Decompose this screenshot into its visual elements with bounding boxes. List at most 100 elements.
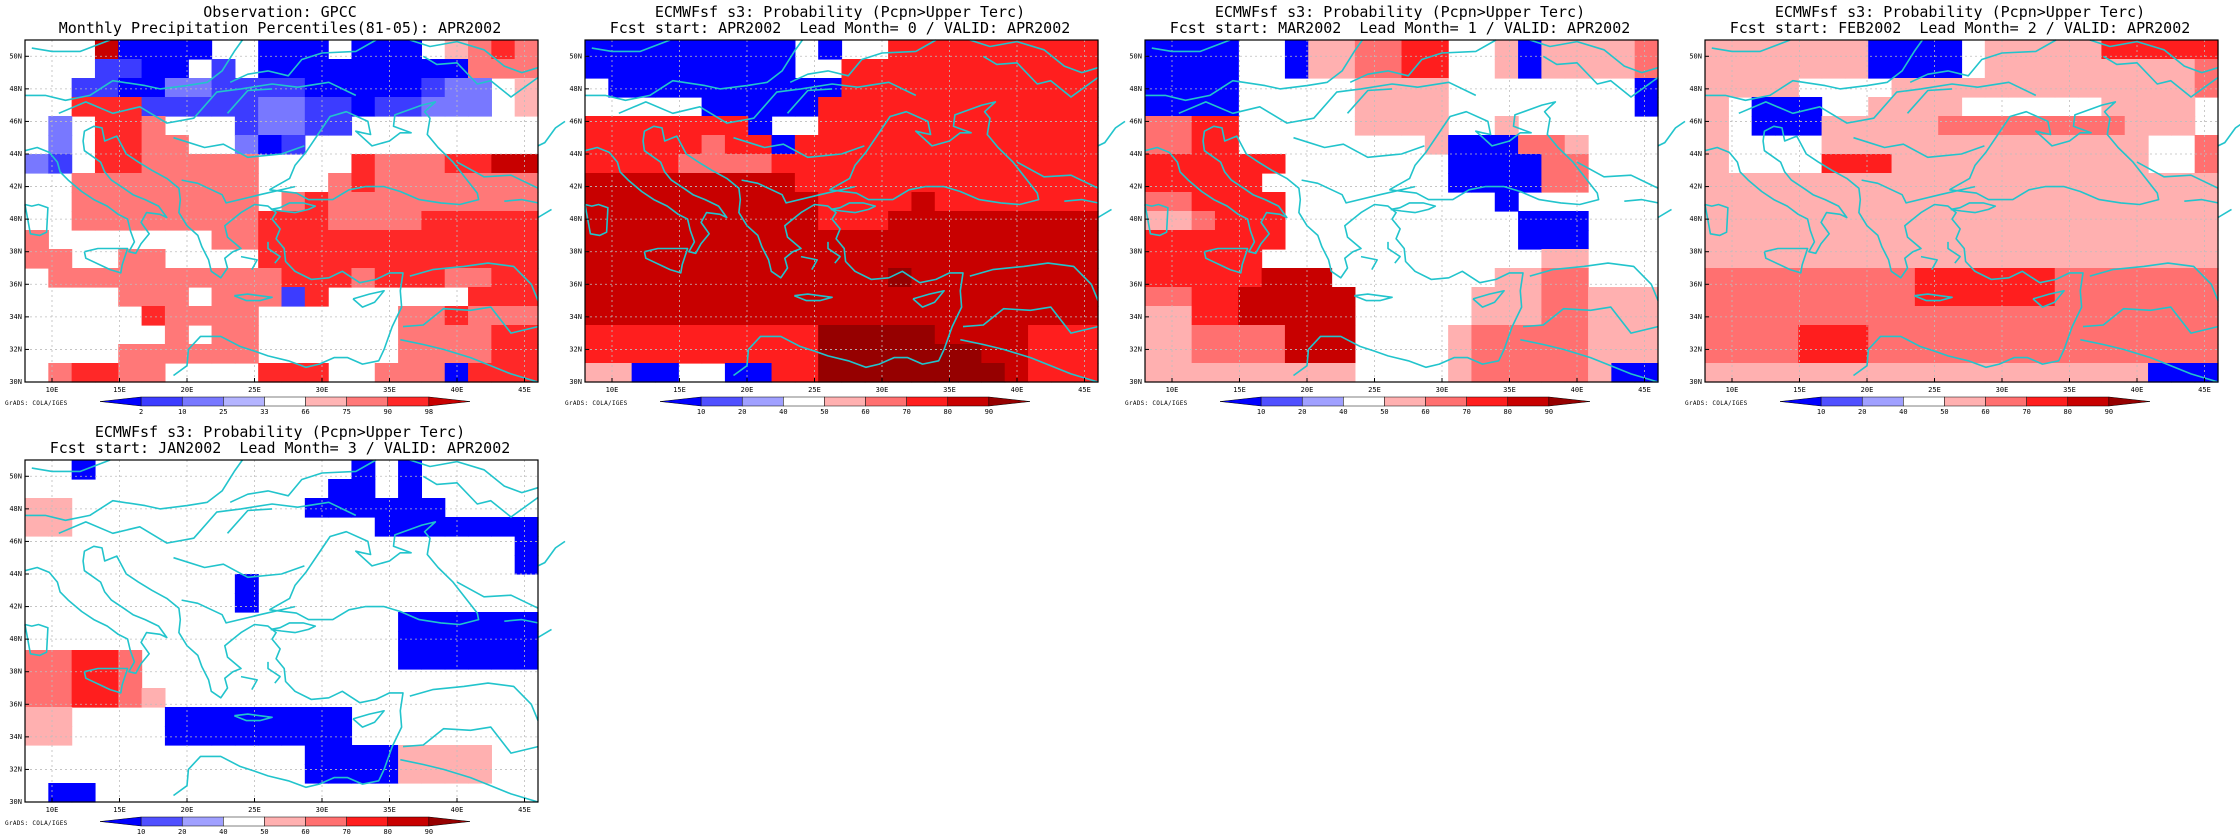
grid-cell <box>351 764 376 784</box>
grid-cell <box>818 78 843 98</box>
grid-cell <box>678 40 703 60</box>
grid-cell <box>1494 344 1519 364</box>
grid-cell <box>1564 249 1589 269</box>
grid-cell <box>421 173 446 193</box>
grid-cell <box>118 97 143 117</box>
grid-cell <box>841 192 866 212</box>
grid-cell <box>164 78 189 98</box>
grid-cell <box>2124 40 2149 60</box>
grid-cell <box>1308 325 1333 345</box>
grid-cell <box>1705 97 1729 117</box>
grid-cell <box>1868 135 1893 155</box>
grid-cell <box>1214 363 1239 383</box>
grid-cell <box>1634 78 1659 98</box>
grid-cell <box>2054 230 2079 250</box>
grid-cell <box>1518 230 1543 250</box>
grid-cell <box>1774 116 1799 136</box>
grid-cell <box>1331 344 1356 364</box>
grid-cell <box>678 59 703 79</box>
coastline <box>1064 198 1099 204</box>
grid-cell <box>2171 116 2196 136</box>
grid-cell <box>1891 40 1916 60</box>
grid-cell <box>2008 249 2033 269</box>
grid-cell <box>304 116 329 136</box>
grid-cell <box>1868 97 1893 117</box>
grid-cell <box>351 211 376 231</box>
grid-cell <box>608 211 633 231</box>
grid-cell <box>304 59 329 79</box>
grid-cell <box>1891 344 1916 364</box>
grid-cell <box>374 764 399 784</box>
color-bar-bin <box>140 396 183 407</box>
grid-cell <box>398 211 423 231</box>
grid-cell <box>1004 78 1029 98</box>
y-tick-label: 42N <box>9 603 22 611</box>
grads-credit: GrADS: COLA/IGES <box>1685 400 1748 407</box>
grid-cell <box>25 688 49 708</box>
grid-cell <box>1798 116 1823 136</box>
color-bar-label: 70 <box>2022 408 2030 416</box>
grid-cell <box>1541 268 1566 288</box>
grid-cell <box>1984 59 2009 79</box>
grid-cell <box>1844 325 1869 345</box>
grid-cell <box>1541 287 1566 307</box>
grid-cell <box>188 211 213 231</box>
grid-cell <box>281 726 306 746</box>
grid-cell <box>398 192 423 212</box>
grid-cell <box>444 745 469 765</box>
grid-cell <box>678 78 703 98</box>
grid-cell <box>2101 211 2126 231</box>
grid-cell <box>724 97 749 117</box>
grid-cell <box>2008 211 2033 231</box>
color-bar-bin <box>346 396 389 407</box>
grid-cell <box>2148 97 2172 117</box>
grid-cell <box>514 631 539 651</box>
coastline <box>1522 306 1659 334</box>
x-tick-label: 25E <box>248 386 261 394</box>
y-tick-label: 34N <box>1689 313 1702 321</box>
grid-cell <box>1914 344 1939 364</box>
grid-cell <box>608 306 633 326</box>
grid-cell <box>1518 40 1543 60</box>
x-tick-label: 30E <box>1996 386 2009 394</box>
grid-cell <box>1798 363 1823 383</box>
coastline <box>1920 255 1939 270</box>
grid-cell <box>1938 154 1963 174</box>
grid-cell <box>585 40 609 60</box>
grid-cell <box>678 306 703 326</box>
grid-cell <box>1774 268 1799 288</box>
grid-cell <box>1401 40 1426 60</box>
grid-cell <box>1914 230 1939 250</box>
grid-cell <box>141 116 166 136</box>
grid-cell <box>2008 116 2033 136</box>
grid-cell <box>748 40 773 60</box>
graticule <box>1145 40 1658 383</box>
grid-cell <box>514 287 539 307</box>
grid-cell <box>678 116 703 136</box>
grid-cell <box>818 154 843 174</box>
grid-cell <box>1705 135 1729 155</box>
grid-cell <box>934 306 959 326</box>
grid-cell <box>864 230 889 250</box>
grid-cell <box>958 192 983 212</box>
grid-cell <box>1494 59 1519 79</box>
grid-cell <box>25 517 49 537</box>
grid-cell <box>1145 325 1169 345</box>
x-tick-label: 25E <box>248 806 261 814</box>
color-bar-bin <box>1820 396 1863 407</box>
grid-cell <box>1634 59 1659 79</box>
grid-cell <box>911 249 936 269</box>
grid-cell <box>1168 78 1193 98</box>
x-tick-label: 15E <box>1233 386 1246 394</box>
grid-cell <box>444 249 469 269</box>
grid-cell <box>1145 173 1169 193</box>
grid-cell <box>1984 268 2009 288</box>
grid-cell <box>421 631 446 651</box>
color-bar-label: 90 <box>425 828 433 836</box>
grid-cell <box>328 173 353 193</box>
grid-cell <box>421 230 446 250</box>
grid-cell <box>1191 192 1216 212</box>
grid-cell <box>934 40 959 60</box>
coastline <box>591 39 671 53</box>
grid-cell <box>1028 230 1052 250</box>
